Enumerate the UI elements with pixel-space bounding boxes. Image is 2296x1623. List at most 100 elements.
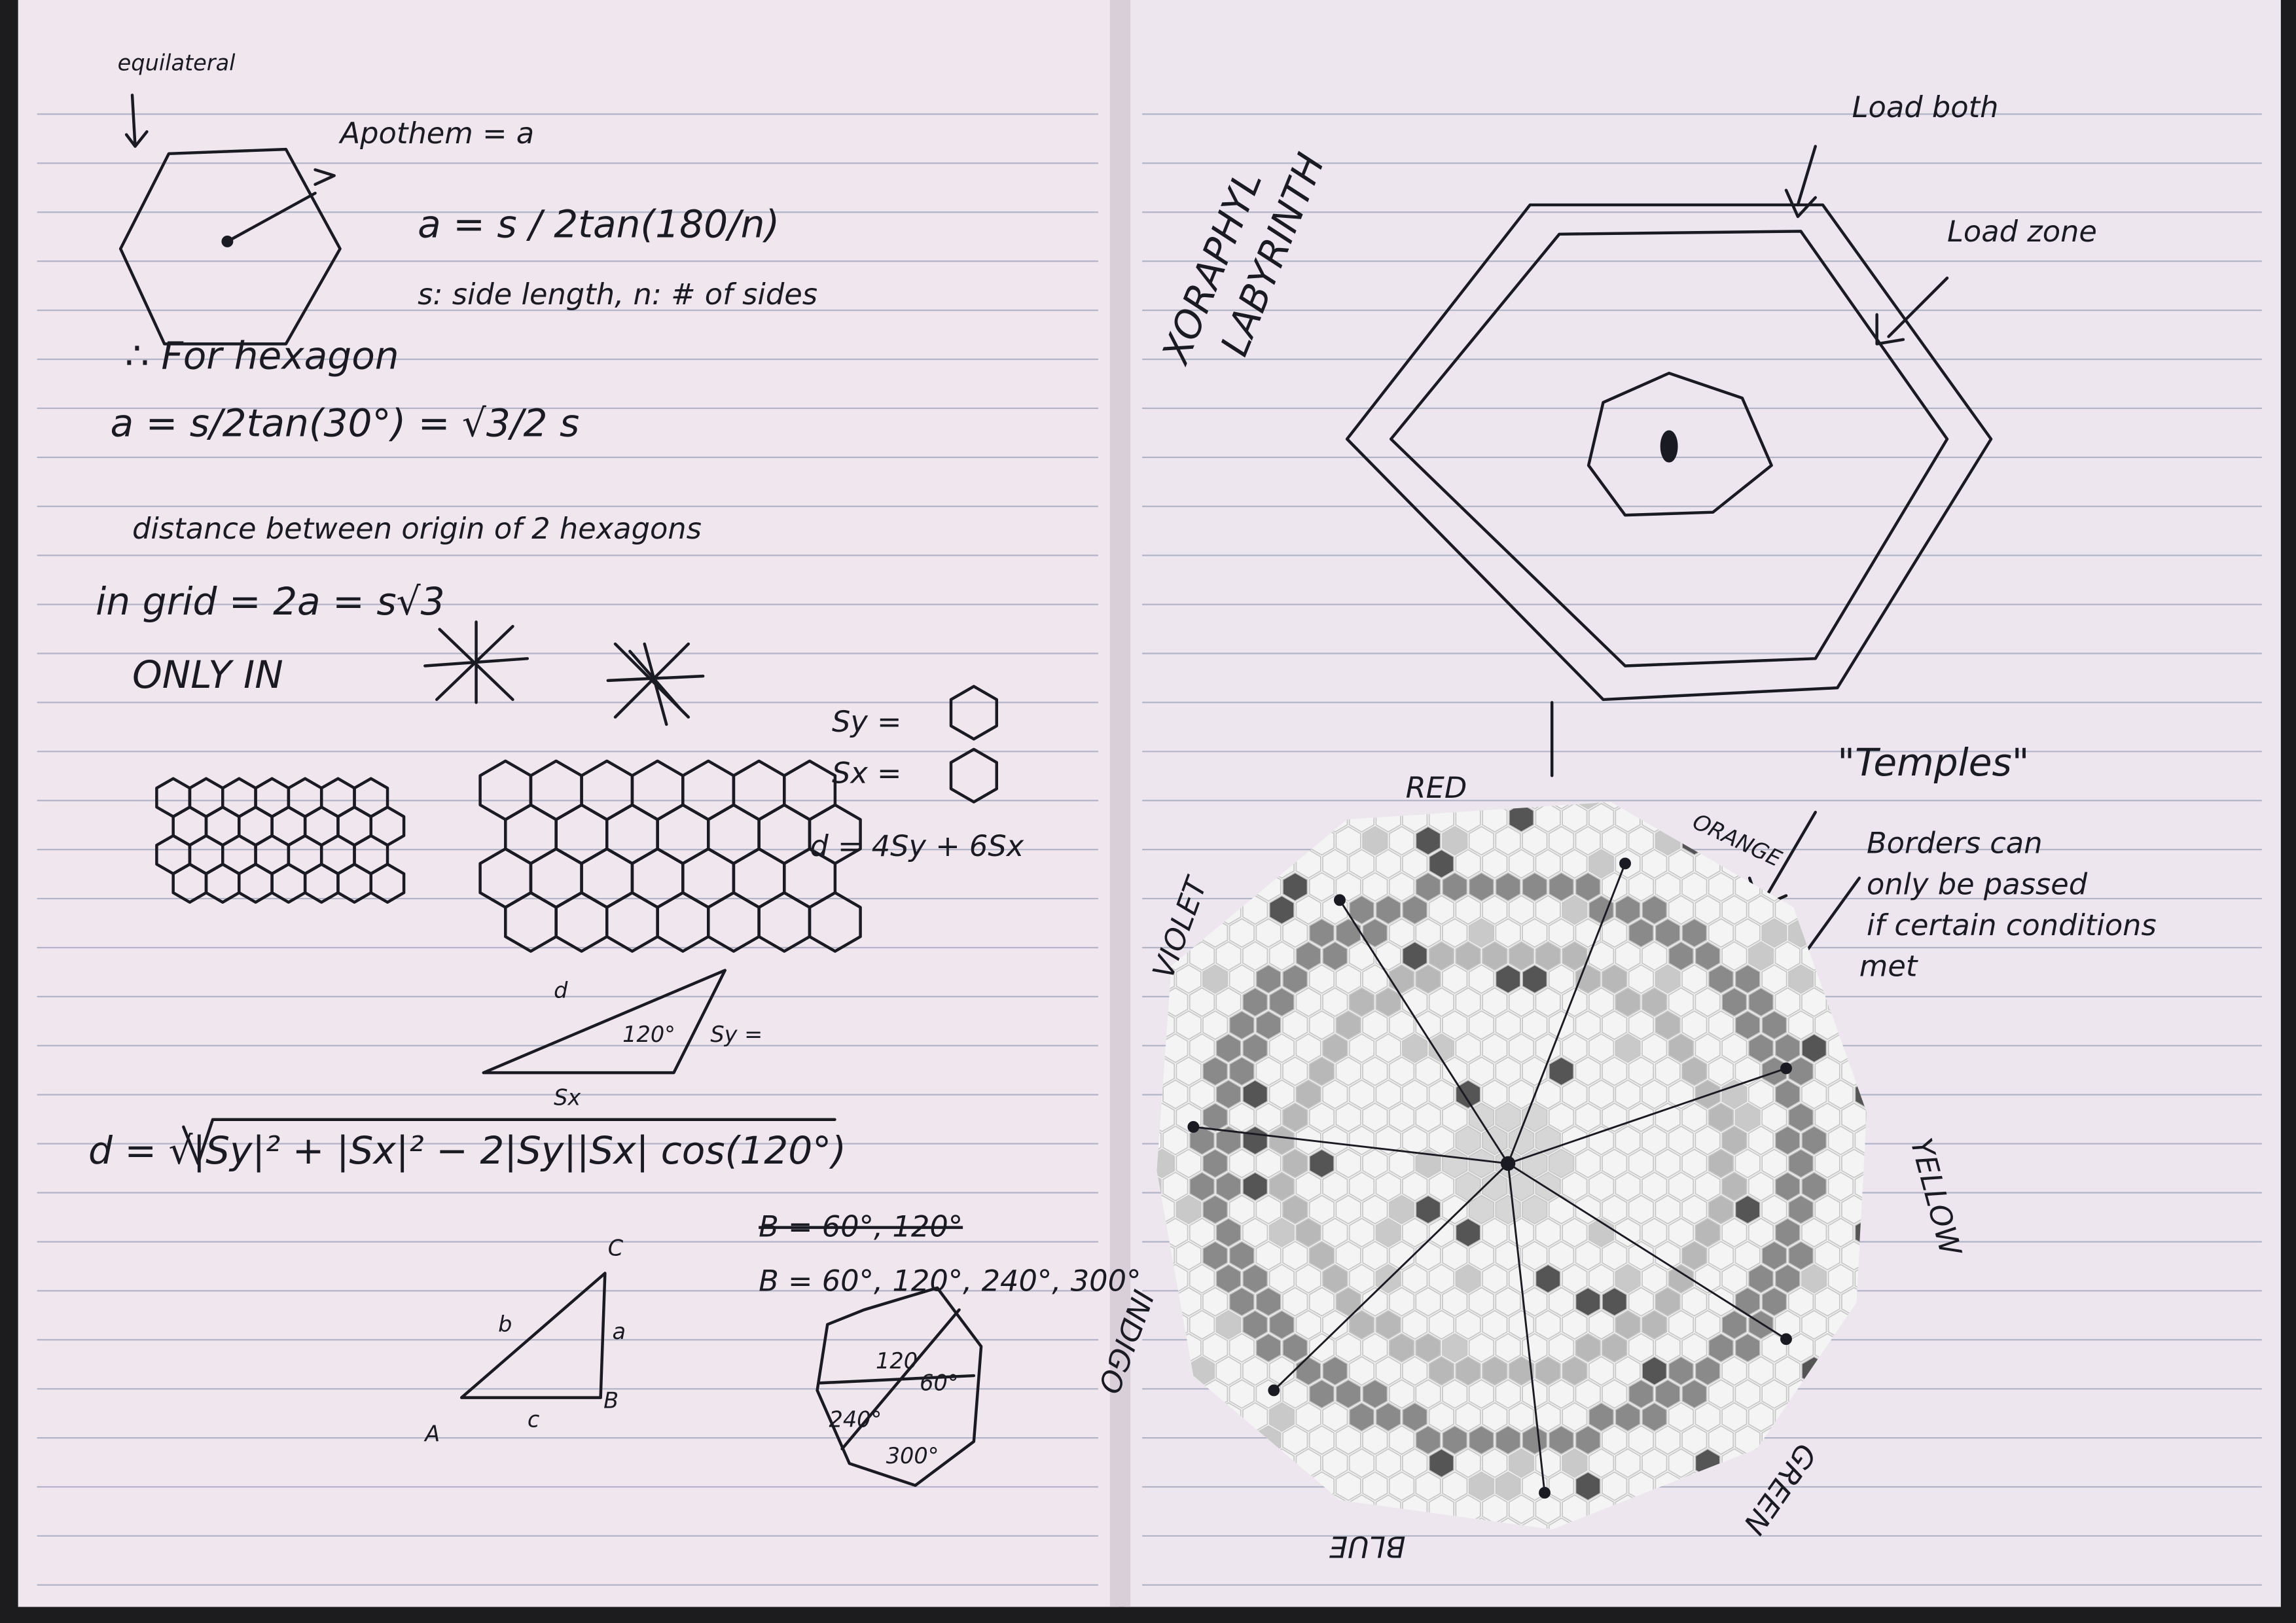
mosaic-cell (1787, 1102, 1814, 1133)
mosaic-cell (1295, 1033, 1321, 1063)
mosaic-cell (1695, 1310, 1721, 1340)
mosaic-cell (1774, 1264, 1801, 1294)
mosaic-cell (1282, 1194, 1308, 1224)
mosaic-cell (1495, 802, 1521, 810)
hex-cell-sketch (949, 747, 999, 804)
mosaic-cell (1189, 987, 1215, 1018)
mosaic-cell (1575, 1332, 1601, 1363)
mosaic-cell (1335, 826, 1361, 856)
mosaic-cell (1535, 895, 1561, 925)
mosaic-cell (1588, 802, 1615, 833)
center-mark (1660, 430, 1678, 463)
mosaic-cell (1602, 964, 1628, 994)
mosaic-cell (1602, 1010, 1628, 1041)
mosaic-cell (1442, 1287, 1468, 1317)
labyrinth-hexagon (1345, 203, 1993, 702)
label: 120° (622, 1022, 675, 1047)
mosaic-cell (1681, 1379, 1708, 1409)
mosaic-cell (1322, 1448, 1348, 1478)
mosaic-cell (1827, 1264, 1854, 1294)
mosaic-cell (1375, 1310, 1401, 1340)
mosaic-cell (1628, 1149, 1655, 1179)
mosaic-cell (1388, 1102, 1415, 1133)
mosaic-cell (1295, 1217, 1321, 1248)
spoke-end (1268, 1384, 1280, 1397)
mosaic-cell (1695, 940, 1721, 971)
mosaic-cell (1455, 1125, 1481, 1156)
mosaic-cell (1655, 1379, 1681, 1409)
mosaic-cell (1548, 1332, 1575, 1363)
mosaic-cell (1295, 895, 1321, 925)
mosaic-cell (1282, 872, 1308, 902)
mosaic-cell (1495, 1240, 1521, 1271)
center-dot (221, 236, 234, 247)
mosaic-cell (1522, 1425, 1548, 1455)
mosaic-cell (1522, 1010, 1548, 1041)
mosaic-cell (1215, 1171, 1242, 1202)
mosaic-cell (1335, 1102, 1361, 1133)
mosaic-cell (1268, 1310, 1295, 1340)
mosaic-cell (1468, 1010, 1495, 1041)
mosaic-cell (1362, 1287, 1388, 1317)
mosaic-cell (1189, 1310, 1215, 1340)
mosaic-cell (1748, 1217, 1774, 1248)
mosaic-cell (1695, 1171, 1721, 1202)
mosaic-cell (1189, 1125, 1215, 1156)
mosaic-cell (1282, 1240, 1308, 1271)
mosaic-cell (1455, 895, 1481, 925)
mosaic-cell (1415, 1332, 1441, 1363)
mosaic-cell (1562, 1355, 1588, 1386)
spoke-end (1334, 894, 1346, 906)
mosaic-cell (1562, 1310, 1588, 1340)
mosaic-cell (1801, 1264, 1827, 1294)
mosaic-cell (1681, 1056, 1708, 1086)
mosaic-cell (1415, 1056, 1441, 1086)
mosaic-cell (1508, 940, 1535, 971)
mosaic-cell (1535, 1264, 1561, 1294)
mosaic-cell (1348, 849, 1375, 879)
mosaic-cell (1322, 987, 1348, 1018)
mosaic-cell (1774, 1125, 1801, 1156)
mosaic-cell (1602, 1194, 1628, 1224)
mosaic-cell (1415, 1102, 1441, 1133)
mosaic-cell (1575, 1425, 1601, 1455)
mosaic-cell (1388, 1149, 1415, 1179)
triangle-sketch (482, 969, 726, 1075)
mosaic-cell (1468, 1471, 1495, 1501)
mosaic-cell (1442, 964, 1468, 994)
mosaic-cell (1255, 1056, 1282, 1086)
mosaic-cell (1268, 1033, 1295, 1063)
mosaic-cell (1708, 1149, 1734, 1179)
mosaic-cell (1468, 826, 1495, 856)
mosaic-cell (1308, 1194, 1335, 1224)
mosaic-cell (1748, 987, 1774, 1018)
mosaic-cell (1721, 940, 1748, 971)
mosaic-cell (1175, 1149, 1202, 1179)
mosaic-cell (1215, 1355, 1242, 1386)
mosaic-cell (1681, 1149, 1708, 1179)
mosaic-cell (1787, 1149, 1814, 1179)
mosaic-cell (1681, 1102, 1708, 1133)
mosaic-cell (1322, 1217, 1348, 1248)
mosaic-cell (1362, 1240, 1388, 1271)
mosaic-cell (1734, 1102, 1761, 1133)
arrow (1784, 145, 1817, 219)
mosaic-cell (1415, 1425, 1441, 1455)
mosaic-cell (1814, 1102, 1840, 1133)
mosaic-cell (1482, 1033, 1508, 1063)
mosaic-cell (1655, 1287, 1681, 1317)
mosaic-cell (1708, 964, 1734, 994)
mosaic-cell (1628, 918, 1655, 948)
mosaic-cell (1375, 940, 1401, 971)
mosaic-cell (1455, 1264, 1481, 1294)
mosaic-cell (1215, 1033, 1242, 1063)
mosaic-cell (1508, 1448, 1535, 1478)
mosaic-cell (1468, 1425, 1495, 1455)
mosaic-cell (1562, 1171, 1588, 1202)
mosaic-cell (1229, 1379, 1255, 1409)
mosaic-cell (1202, 1287, 1229, 1317)
mosaic-cell (1482, 1264, 1508, 1294)
mosaic-cell (1548, 1471, 1575, 1501)
mosaic-cell (1375, 1402, 1401, 1433)
mosaic-cell (1602, 1056, 1628, 1086)
